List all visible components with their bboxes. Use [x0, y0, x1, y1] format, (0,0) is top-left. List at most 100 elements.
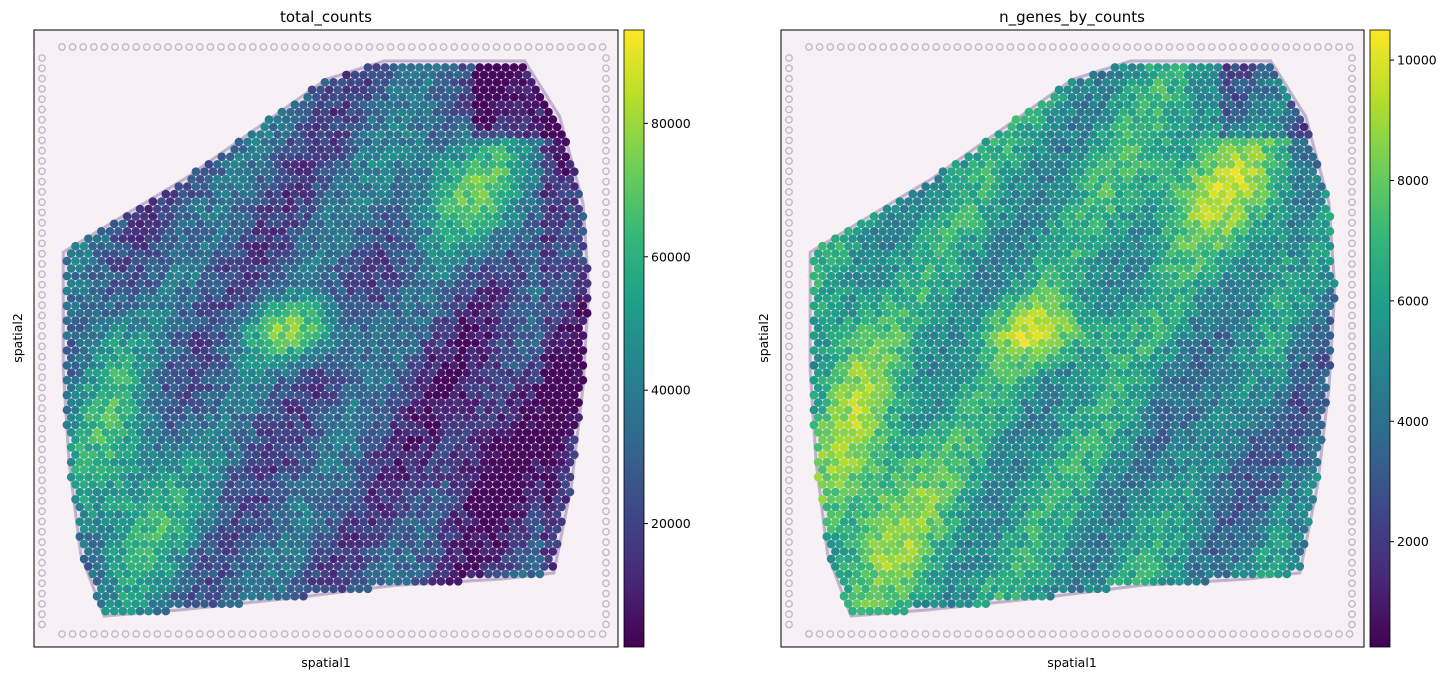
fiducial-dot — [407, 43, 416, 51]
spot — [208, 256, 218, 266]
spot — [406, 137, 416, 147]
spot — [484, 107, 493, 117]
spot — [505, 70, 515, 80]
spot — [436, 294, 446, 303]
spot — [501, 569, 510, 579]
spot — [355, 435, 364, 445]
spot — [299, 502, 308, 512]
spot — [290, 219, 300, 229]
fiducial-dot — [1348, 548, 1356, 557]
spot — [406, 271, 416, 281]
spot — [389, 554, 399, 564]
spot — [544, 167, 553, 176]
spot — [505, 100, 515, 109]
spot — [535, 539, 545, 549]
spot — [578, 227, 588, 236]
spot — [226, 539, 235, 549]
spot — [522, 562, 532, 571]
spot — [269, 331, 278, 340]
spot — [165, 346, 175, 355]
spot — [226, 271, 235, 281]
fiducial-dot — [1348, 569, 1356, 577]
spot — [527, 212, 536, 221]
spot — [324, 457, 334, 467]
spot — [458, 167, 467, 176]
spot — [548, 308, 558, 318]
spot — [1046, 100, 1055, 109]
spot — [299, 532, 308, 541]
spot — [1256, 107, 1266, 117]
spot — [131, 256, 140, 266]
spot — [449, 510, 459, 519]
spot — [1166, 160, 1176, 169]
spot — [281, 502, 291, 512]
spot — [479, 323, 489, 333]
fiducial-dot — [1348, 414, 1356, 423]
spot — [260, 152, 270, 162]
spot — [1037, 115, 1047, 124]
spot — [200, 331, 209, 340]
spot — [118, 547, 128, 556]
fiducial-dot — [1239, 43, 1248, 51]
spot — [436, 279, 446, 288]
spot — [221, 532, 231, 541]
spot — [402, 323, 411, 333]
spot — [230, 294, 239, 303]
fiducial-dot — [1282, 630, 1290, 638]
spot — [195, 219, 205, 229]
spot — [522, 264, 532, 273]
spot — [355, 137, 364, 147]
spot — [488, 517, 497, 527]
spot — [1196, 122, 1206, 132]
spot — [436, 219, 446, 229]
spot — [114, 271, 123, 281]
spot — [535, 167, 545, 176]
spot — [299, 264, 308, 273]
spot — [316, 487, 325, 497]
spot — [200, 286, 209, 296]
spot — [144, 443, 153, 452]
spot — [1140, 85, 1150, 95]
spot — [307, 189, 317, 199]
spot — [406, 554, 416, 564]
spot — [419, 383, 429, 393]
spot — [105, 524, 115, 534]
spot — [380, 256, 390, 266]
spot — [84, 279, 93, 288]
spot — [1252, 174, 1262, 184]
spot — [191, 405, 201, 415]
spot — [187, 338, 196, 348]
spot — [1226, 85, 1236, 95]
spot — [432, 346, 442, 355]
spot — [243, 584, 252, 594]
spot — [419, 115, 429, 124]
spot — [1041, 212, 1051, 221]
fiducial-dot — [1165, 43, 1174, 51]
spot — [157, 197, 166, 206]
spot — [79, 301, 89, 311]
spot — [135, 308, 145, 318]
spot — [561, 450, 570, 460]
panel-title-total-counts: total_counts — [280, 8, 372, 27]
spot — [1084, 167, 1094, 176]
spot — [1093, 78, 1102, 87]
spot — [320, 554, 330, 564]
spot — [453, 443, 463, 452]
spot — [208, 331, 218, 340]
spot — [355, 390, 364, 400]
spot — [398, 227, 407, 236]
spot — [1059, 182, 1068, 191]
spot — [501, 316, 510, 326]
spot — [97, 495, 106, 504]
spot — [273, 562, 282, 571]
spot — [178, 219, 188, 229]
spot — [355, 375, 364, 385]
spot — [488, 368, 497, 378]
spot — [548, 547, 558, 556]
spot — [1222, 122, 1231, 132]
spot — [522, 368, 532, 378]
spot — [346, 584, 356, 594]
spot — [230, 547, 239, 556]
spot — [432, 271, 442, 281]
spot — [307, 368, 317, 378]
